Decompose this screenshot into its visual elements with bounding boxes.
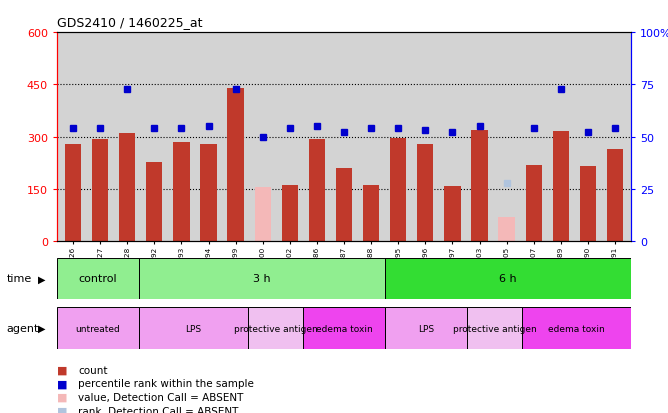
Text: 3 h: 3 h [253, 274, 271, 284]
Bar [467, 308, 522, 349]
Text: value, Detection Call = ABSENT: value, Detection Call = ABSENT [78, 392, 244, 402]
Text: edema toxin: edema toxin [548, 324, 605, 333]
Text: ■: ■ [57, 365, 67, 375]
Bar [472, 131, 488, 242]
Bar [92, 140, 108, 242]
Bar [303, 308, 385, 349]
Bar [580, 167, 596, 242]
Bar [385, 258, 631, 299]
Text: protective antigen: protective antigen [234, 324, 317, 333]
Bar [444, 187, 460, 242]
Text: GDS2410 / 1460225_at: GDS2410 / 1460225_at [57, 16, 202, 29]
Text: ▶: ▶ [38, 274, 45, 284]
Text: percentile rank within the sample: percentile rank within the sample [78, 378, 254, 388]
Text: protective antigen: protective antigen [453, 324, 536, 333]
Bar [607, 150, 623, 242]
Text: ■: ■ [57, 406, 67, 413]
Bar [385, 308, 467, 349]
Bar [139, 258, 385, 299]
Bar [248, 308, 303, 349]
Text: count: count [78, 365, 108, 375]
Bar [418, 145, 434, 242]
Bar [57, 258, 139, 299]
Bar [282, 186, 298, 242]
Text: untreated: untreated [75, 324, 120, 333]
Bar [336, 169, 352, 242]
Bar [526, 166, 542, 242]
Bar [309, 140, 325, 242]
Bar [200, 144, 216, 242]
Bar [65, 144, 81, 242]
Bar [522, 308, 631, 349]
Text: 6 h: 6 h [500, 274, 517, 284]
Text: agent: agent [7, 323, 39, 333]
Text: ■: ■ [57, 378, 67, 388]
Text: LPS: LPS [418, 324, 434, 333]
Text: rank, Detection Call = ABSENT: rank, Detection Call = ABSENT [78, 406, 238, 413]
Bar [173, 142, 190, 242]
Text: control: control [79, 274, 117, 284]
Text: ■: ■ [57, 392, 67, 402]
Bar [119, 134, 136, 242]
Bar [363, 186, 379, 242]
Text: time: time [7, 274, 32, 284]
Text: LPS: LPS [186, 324, 202, 333]
Bar [146, 162, 162, 242]
Bar [498, 217, 515, 242]
Bar [139, 308, 248, 349]
Bar [255, 188, 271, 242]
Bar [390, 139, 406, 242]
Bar [552, 132, 569, 242]
Bar [228, 89, 244, 242]
Text: ▶: ▶ [38, 323, 45, 333]
Text: edema toxin: edema toxin [316, 324, 372, 333]
Bar [57, 308, 139, 349]
